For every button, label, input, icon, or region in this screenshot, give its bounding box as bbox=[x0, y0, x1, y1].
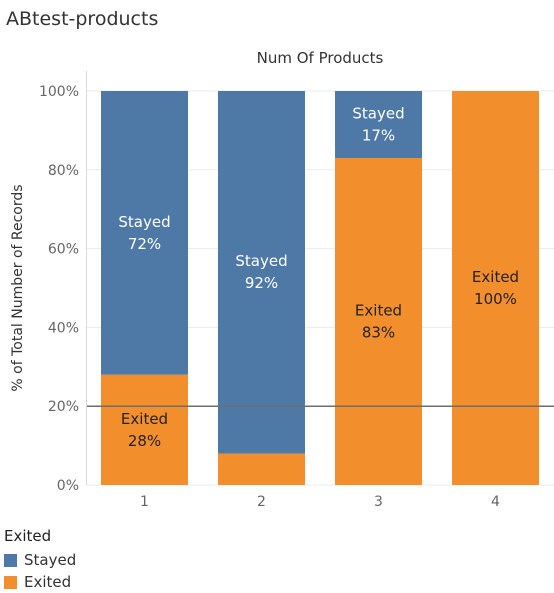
legend-swatch-stayed bbox=[4, 553, 17, 567]
bar-data-label: 83% bbox=[362, 323, 395, 341]
legend-label-stayed: Stayed bbox=[24, 551, 77, 569]
bar-data-label: 92% bbox=[245, 274, 278, 292]
bar-segment-exited[interactable] bbox=[335, 157, 422, 486]
y-axis-label: % of Total Number of Records bbox=[10, 184, 26, 391]
y-tick-label: 80% bbox=[48, 163, 79, 179]
bar-segment-exited[interactable] bbox=[218, 453, 305, 485]
x-tick-label: 2 bbox=[257, 494, 266, 510]
bar-data-label: 28% bbox=[128, 432, 161, 450]
axes: 0% 20% 40% 60% 80% 100% 1 2 3 4 bbox=[39, 71, 500, 510]
bar-data-label: 72% bbox=[128, 235, 161, 253]
bar-data-label: 100% bbox=[474, 290, 517, 308]
bar-segment-exited[interactable] bbox=[101, 374, 188, 485]
bar-data-label: Stayed bbox=[235, 252, 287, 270]
bar-data-label: Stayed bbox=[118, 213, 170, 231]
bar-data-label: Exited bbox=[355, 301, 402, 319]
y-tick-label: 20% bbox=[48, 399, 79, 415]
y-tick-label: 0% bbox=[57, 478, 79, 494]
legend-item-stayed[interactable]: Stayed bbox=[4, 549, 76, 571]
legend-swatch-exited bbox=[4, 575, 17, 589]
bars bbox=[101, 91, 539, 486]
bar-data-label: Stayed bbox=[352, 104, 404, 122]
bar-segment-stayed[interactable] bbox=[218, 91, 305, 454]
stacked-bar-chart: Num Of Products % of Total Number of Rec… bbox=[10, 49, 554, 510]
legend-label-exited: Exited bbox=[24, 573, 72, 591]
bar-data-label: Exited bbox=[472, 268, 519, 286]
x-tick-label: 3 bbox=[374, 494, 383, 510]
y-tick-label: 40% bbox=[48, 320, 79, 336]
chart-title: Num Of Products bbox=[257, 49, 384, 67]
y-tick-label: 60% bbox=[48, 242, 79, 258]
bar-segment-stayed[interactable] bbox=[101, 91, 188, 375]
bar-data-label: 17% bbox=[362, 126, 395, 144]
x-tick-label: 4 bbox=[491, 494, 500, 510]
y-tick-label: 100% bbox=[39, 84, 79, 100]
legend-title: Exited bbox=[4, 527, 52, 545]
bar-segment-stayed[interactable] bbox=[335, 91, 422, 158]
bar-data-label: Exited bbox=[121, 410, 168, 428]
legend: Exited Stayed Exited bbox=[4, 527, 76, 593]
bar-labels: Exited 28% Stayed 72% Stayed 92% Exited 83% Stay… bbox=[86, 104, 554, 450]
bar-segment-exited[interactable] bbox=[452, 91, 539, 485]
sheet-title: ABtest-products bbox=[6, 8, 159, 30]
legend-item-exited[interactable]: Exited bbox=[4, 571, 76, 593]
x-tick-label: 1 bbox=[140, 494, 149, 510]
